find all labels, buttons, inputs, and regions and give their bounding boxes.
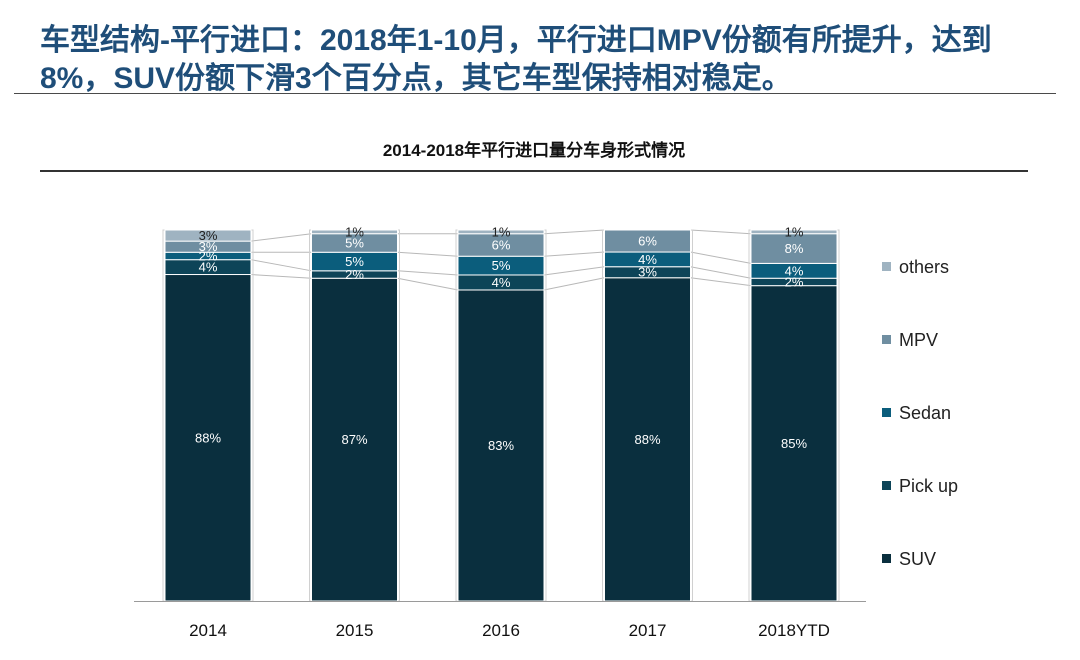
data-label-others-2016: 1% bbox=[492, 224, 511, 239]
legend-label: Sedan bbox=[899, 403, 952, 423]
legend-swatch bbox=[882, 261, 891, 271]
data-label-suv-2018ytd: 85% bbox=[781, 436, 807, 451]
data-label-sedan-2018ytd: 4% bbox=[785, 263, 804, 278]
bar-segment-suv-2016 bbox=[457, 289, 545, 602]
title-divider bbox=[14, 93, 1056, 94]
chart-title: 2014-2018年平行进口量分车身形式情况 bbox=[382, 141, 686, 160]
data-label-pick-up-2018ytd: 2% bbox=[785, 274, 804, 289]
data-label-sedan-2016: 5% bbox=[492, 258, 511, 273]
data-label-suv-2015: 87% bbox=[341, 432, 367, 447]
bar-segment-suv-2014 bbox=[164, 274, 252, 602]
x-tick-label-2015: 2015 bbox=[336, 621, 374, 640]
bar-segment-mpv-2017 bbox=[604, 229, 691, 253]
connector-line bbox=[690, 229, 752, 235]
data-label-pick-up-2017: 3% bbox=[638, 265, 657, 280]
data-label-others-2018ytd: 1% bbox=[785, 224, 804, 239]
data-label-suv-2016: 83% bbox=[488, 438, 514, 453]
legend-swatch bbox=[882, 480, 891, 490]
data-label-mpv-2018ytd: 8% bbox=[785, 241, 804, 256]
data-label-suv-2014: 88% bbox=[195, 430, 221, 445]
legend-swatch bbox=[882, 407, 891, 417]
legend-item-mpv: MPV bbox=[882, 329, 938, 351]
bar-segment-others-2018ytd bbox=[750, 229, 838, 235]
legend-label: Pick up bbox=[899, 476, 959, 496]
x-tick-label-2017: 2017 bbox=[629, 621, 667, 640]
chart-title-divider bbox=[40, 170, 1028, 172]
data-label-mpv-2017: 6% bbox=[638, 234, 657, 249]
connector-line bbox=[397, 251, 459, 257]
bar-segment-others-2015 bbox=[311, 229, 398, 235]
bar-segment-mpv-2018ytd bbox=[750, 233, 838, 264]
data-label-pick-up-2015: 2% bbox=[345, 267, 364, 282]
legend-swatch bbox=[882, 334, 891, 344]
legend-label: others bbox=[899, 257, 950, 277]
data-label-suv-2017: 88% bbox=[634, 432, 660, 447]
legend-item-sedan: Sedan bbox=[882, 402, 951, 424]
connector-line bbox=[250, 274, 312, 279]
connector-line bbox=[543, 277, 605, 291]
data-label-mpv-2014: 3% bbox=[199, 239, 218, 254]
legend-item-suv: SUV bbox=[882, 548, 936, 570]
data-label-others-2014: 3% bbox=[199, 228, 218, 243]
connector-line bbox=[543, 229, 605, 235]
connector-line bbox=[397, 270, 459, 276]
legend-label: SUV bbox=[899, 549, 937, 569]
data-label-sedan-2015: 5% bbox=[345, 254, 364, 269]
connector-line bbox=[543, 266, 605, 276]
connector-line bbox=[690, 266, 752, 279]
data-label-pick-up-2014: 4% bbox=[199, 260, 218, 275]
bar-segment-suv-2015 bbox=[311, 277, 398, 602]
connector-line bbox=[250, 259, 312, 272]
data-label-pick-up-2016: 4% bbox=[492, 275, 511, 290]
data-label-others-2015: 1% bbox=[345, 224, 364, 239]
bar-segment-others-2016 bbox=[457, 229, 545, 235]
data-label-mpv-2016: 6% bbox=[492, 237, 511, 252]
connector-line bbox=[250, 233, 312, 242]
data-label-sedan-2014: 2% bbox=[199, 248, 218, 263]
connector-line bbox=[397, 277, 459, 291]
legend-item-pick-up: Pick up bbox=[882, 475, 958, 497]
x-tick-label-2016: 2016 bbox=[482, 621, 520, 640]
connector-line bbox=[543, 251, 605, 257]
legend-label: MPV bbox=[899, 330, 939, 350]
legend-swatch bbox=[882, 553, 891, 563]
legend-item-others: others bbox=[882, 256, 949, 278]
x-tick-label-2014: 2014 bbox=[189, 621, 227, 640]
data-label-mpv-2015: 5% bbox=[345, 235, 364, 250]
connector-line bbox=[690, 251, 752, 264]
bar-segment-others-2014 bbox=[164, 229, 252, 242]
x-tick-label-2018ytd: 2018YTD bbox=[758, 621, 830, 640]
page-title: 车型结构-平行进口：2018年1-10月，平行进口MPV份额有所提升，达到8%，… bbox=[40, 24, 992, 95]
bar-segment-suv-2017 bbox=[604, 277, 691, 602]
data-label-sedan-2017: 4% bbox=[638, 252, 657, 267]
connector-line bbox=[690, 277, 752, 287]
